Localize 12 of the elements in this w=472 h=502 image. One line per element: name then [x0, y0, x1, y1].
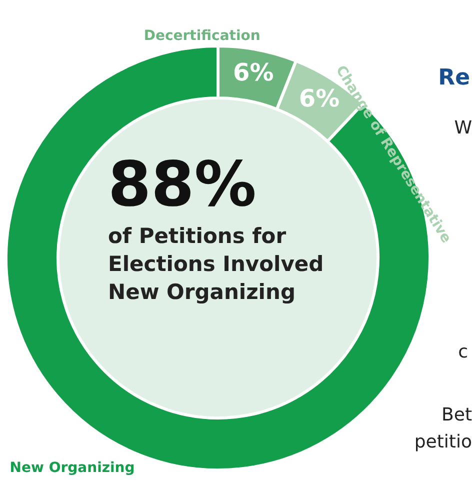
slice-label: Decertification — [144, 28, 260, 44]
text: Bet — [442, 404, 472, 426]
text: W — [454, 118, 472, 138]
data-label: 6% — [233, 58, 274, 86]
text: of Petitions for Elections Involved — [108, 224, 324, 276]
text: c — [458, 342, 468, 362]
slice-label: New Organizing — [108, 280, 296, 304]
text: 88% — [108, 148, 256, 220]
slice-label: New Organizing — [10, 460, 135, 476]
data-label: 6% — [298, 84, 340, 112]
text: Re — [438, 66, 470, 90]
text: petitio — [414, 432, 472, 452]
